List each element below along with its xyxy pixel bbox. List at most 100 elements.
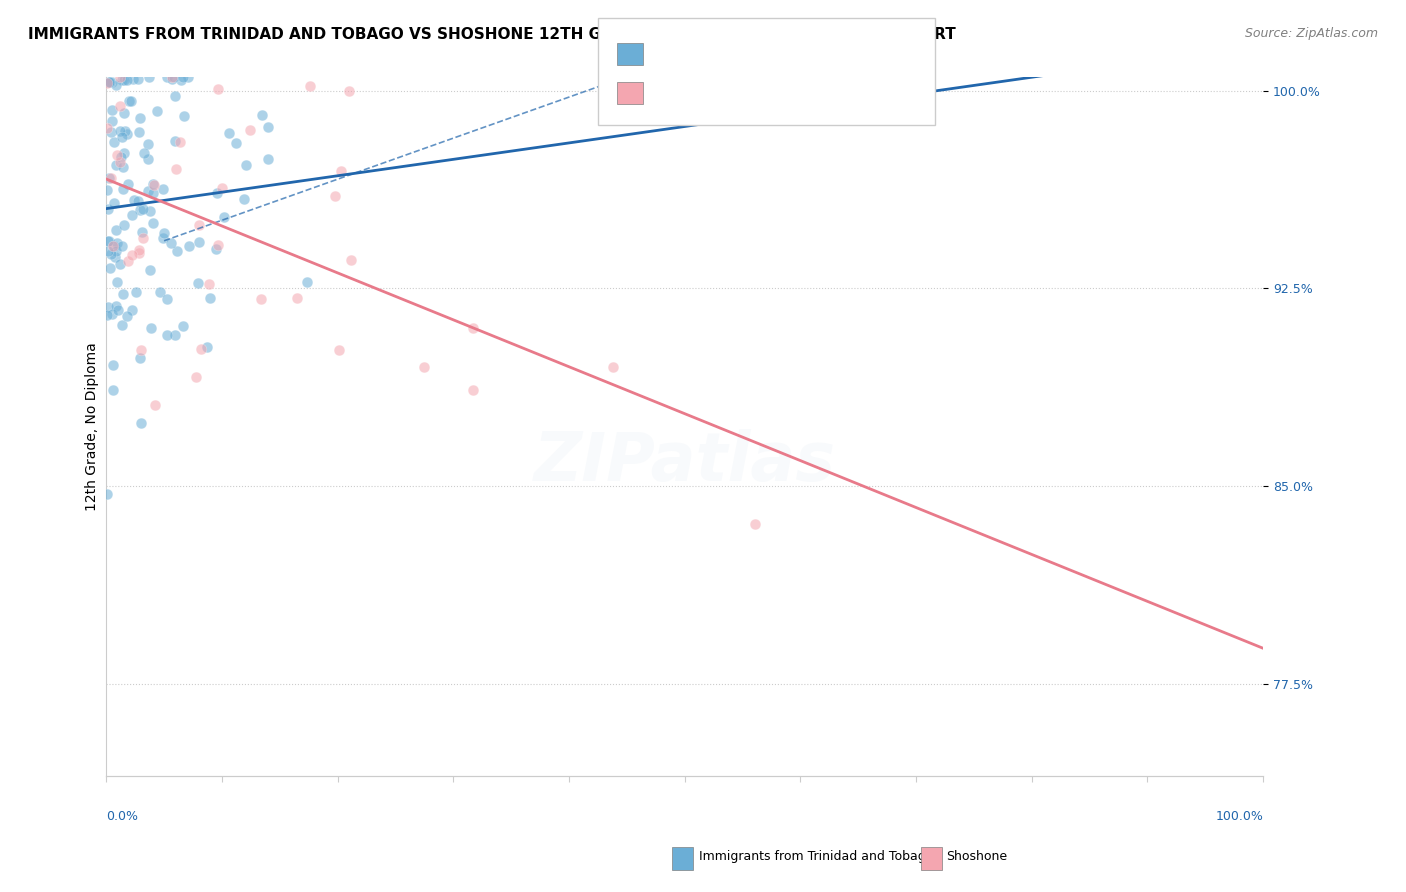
- Point: [128, 243, 150, 257]
- Point: [170, 73, 193, 87]
- Point: [173, 109, 195, 123]
- Point: [160, 235, 183, 250]
- Point: [98, 75, 121, 89]
- Point: [98, 75, 121, 89]
- Point: [104, 223, 127, 237]
- Point: [143, 178, 166, 193]
- Point: [121, 248, 143, 262]
- Point: [101, 307, 124, 321]
- Point: [257, 120, 280, 134]
- Point: [101, 113, 124, 128]
- Point: [129, 416, 152, 430]
- Point: [98, 260, 121, 275]
- Point: [138, 70, 160, 85]
- Point: [100, 171, 122, 186]
- Point: [325, 189, 347, 203]
- Point: [107, 148, 129, 162]
- Point: [128, 246, 150, 260]
- Point: [156, 328, 179, 343]
- Point: [165, 328, 187, 343]
- Point: [136, 152, 159, 166]
- Point: [211, 180, 233, 194]
- Point: [104, 158, 127, 172]
- Point: [107, 303, 129, 318]
- Point: [115, 73, 138, 87]
- Point: [108, 257, 131, 271]
- Point: [235, 158, 257, 172]
- Point: [118, 95, 141, 109]
- Point: [162, 71, 184, 86]
- Point: [105, 276, 128, 290]
- Point: [127, 71, 149, 86]
- Text: 0.0%: 0.0%: [107, 811, 138, 823]
- Text: N =: N =: [749, 84, 783, 98]
- Point: [105, 236, 128, 251]
- Point: [103, 238, 125, 252]
- Point: [112, 161, 135, 175]
- Point: [138, 262, 160, 277]
- Y-axis label: 12th Grade, No Diploma: 12th Grade, No Diploma: [86, 343, 100, 511]
- Point: [163, 70, 186, 85]
- Point: [207, 186, 229, 201]
- Point: [184, 369, 207, 384]
- Point: [117, 254, 139, 268]
- Point: [200, 292, 222, 306]
- Point: [330, 163, 353, 178]
- Point: [169, 135, 191, 149]
- Point: [97, 244, 120, 259]
- Point: [190, 342, 212, 356]
- Point: [98, 170, 121, 185]
- Point: [152, 231, 174, 245]
- Point: [145, 103, 167, 118]
- Point: [111, 130, 134, 145]
- Point: [132, 202, 155, 216]
- Point: [117, 178, 139, 192]
- Point: [188, 218, 211, 232]
- Point: [129, 351, 152, 366]
- Point: [138, 136, 160, 151]
- Text: IMMIGRANTS FROM TRINIDAD AND TOBAGO VS SHOSHONE 12TH GRADE, NO DIPLOMA CORRELATI: IMMIGRANTS FROM TRINIDAD AND TOBAGO VS S…: [28, 27, 956, 42]
- Point: [205, 242, 228, 256]
- Point: [172, 319, 194, 334]
- Text: R =: R =: [648, 84, 682, 98]
- Point: [112, 286, 135, 301]
- Point: [110, 150, 132, 164]
- Point: [163, 134, 186, 148]
- Text: Immigrants from Trinidad and Tobago: Immigrants from Trinidad and Tobago: [699, 850, 934, 863]
- Point: [114, 124, 136, 138]
- Point: [129, 343, 152, 357]
- Point: [122, 72, 145, 87]
- Point: [257, 152, 280, 166]
- Text: ZIPatlas: ZIPatlas: [534, 428, 835, 494]
- Point: [143, 398, 166, 412]
- Point: [124, 193, 146, 207]
- Point: [250, 292, 273, 306]
- Point: [121, 303, 143, 318]
- Point: [103, 196, 125, 211]
- Point: [103, 383, 125, 397]
- Text: 40: 40: [789, 84, 806, 98]
- Point: [156, 70, 179, 85]
- Point: [602, 360, 624, 375]
- Point: [212, 211, 235, 225]
- Point: [105, 78, 128, 92]
- Point: [295, 276, 318, 290]
- Point: [97, 300, 120, 314]
- Point: [149, 285, 172, 300]
- Point: [112, 182, 135, 196]
- Point: [163, 88, 186, 103]
- Point: [110, 239, 132, 253]
- Point: [339, 252, 361, 267]
- Point: [112, 218, 135, 232]
- Point: [153, 226, 176, 240]
- Point: [121, 208, 143, 222]
- Point: [160, 70, 183, 85]
- Point: [131, 225, 153, 239]
- Point: [128, 202, 150, 217]
- Point: [111, 73, 134, 87]
- Point: [172, 70, 194, 85]
- Point: [218, 127, 240, 141]
- Point: [188, 235, 211, 249]
- Point: [156, 292, 179, 306]
- Point: [195, 340, 218, 354]
